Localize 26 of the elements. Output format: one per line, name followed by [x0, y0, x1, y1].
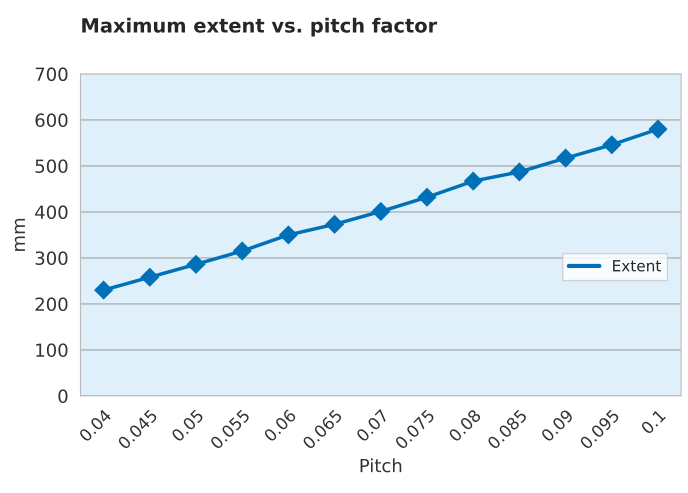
y-tick-label: 600: [35, 113, 68, 128]
point: [186, 254, 206, 274]
point: [510, 162, 529, 182]
point: [648, 120, 668, 138]
y-tick-label: 200: [36, 297, 68, 312]
point: [325, 214, 344, 234]
y-tick-label: 300: [36, 251, 68, 266]
y-tick-label: 500: [36, 159, 68, 174]
x-tick-label: 0.1: [640, 408, 666, 435]
chart-title: Maximum extent vs. pitch factor: [82, 18, 438, 37]
y-tick-label: 700: [36, 67, 68, 82]
point: [140, 268, 160, 287]
point: [464, 172, 483, 190]
y-tick-label: 0: [58, 389, 68, 403]
point: [279, 226, 298, 244]
legend-label: Extent: [613, 260, 661, 272]
point: [94, 280, 113, 300]
x-axis-title: Pitch: [360, 458, 402, 472]
point: [232, 242, 252, 260]
point: [602, 135, 622, 154]
y-tick-label: 400: [35, 205, 68, 220]
y-axis-title: mm: [14, 218, 25, 251]
point: [556, 148, 575, 168]
point: [418, 188, 436, 207]
point: [371, 202, 390, 221]
y-tick-label: 100: [36, 343, 68, 358]
